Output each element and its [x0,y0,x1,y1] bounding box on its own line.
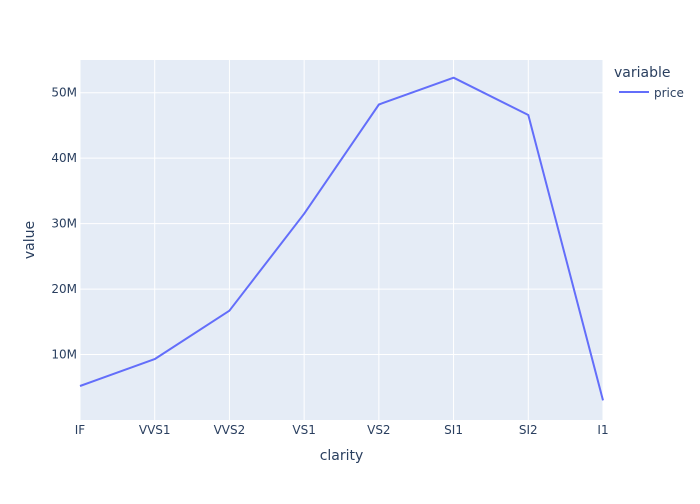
y-tick-labels: 10M 20M 30M 40M 50M [51,86,77,362]
data-point[interactable] [300,210,308,218]
data-point[interactable] [76,382,84,390]
x-tick-label: SI1 [444,423,463,437]
legend-title: variable [614,65,670,81]
plot-area [80,60,603,420]
series-lines [76,74,607,404]
x-tick-label: VS2 [367,423,390,437]
x-tick-label: VS1 [292,423,315,437]
x-tick-label: SI2 [519,423,538,437]
x-tick-labels: IF VVS1 VVS2 VS1 VS2 SI1 SI2 I1 [75,423,609,437]
data-point[interactable] [599,396,607,404]
series-line-price[interactable] [79,76,604,401]
y-tick-label: 40M [51,151,77,165]
legend-item-label: price [654,86,684,100]
legend-item-price[interactable]: price [619,86,684,100]
x-tick-label: VVS2 [214,423,246,437]
y-tick-label: 50M [51,86,77,100]
data-point[interactable] [151,355,159,363]
grid-lines [79,60,604,420]
data-point[interactable] [524,111,532,119]
y-tick-label: 20M [51,282,77,296]
y-axis-title: value [22,221,38,259]
data-point[interactable] [375,101,383,109]
x-tick-label: IF [75,423,86,437]
legend[interactable]: variable price [614,65,684,100]
data-point[interactable] [225,307,233,315]
y-tick-label: 30M [51,217,77,231]
x-axis-title: clarity [320,448,364,464]
x-tick-label: VVS1 [139,423,171,437]
y-tick-label: 10M [51,348,77,362]
x-tick-label: I1 [597,423,608,437]
data-point[interactable] [450,74,458,82]
